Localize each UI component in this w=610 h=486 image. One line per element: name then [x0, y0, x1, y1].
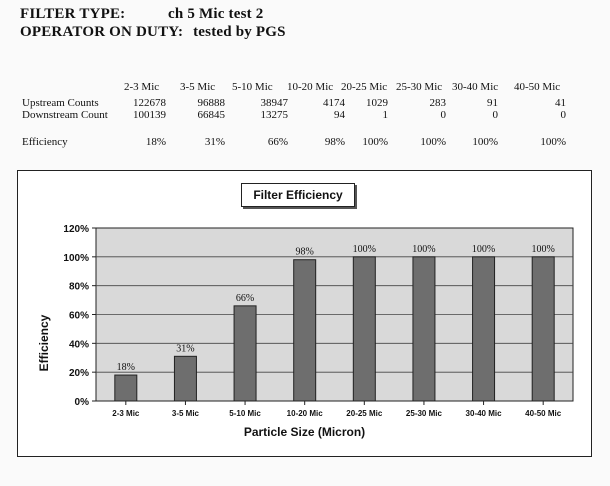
y-tick-label: 20% [69, 368, 89, 379]
table-cell: 0 [492, 109, 499, 121]
table-cell: 0 [560, 109, 567, 121]
column-header: 25-30 Mic [396, 81, 443, 93]
y-tick-label: 80% [69, 282, 89, 293]
data-label: 100% [532, 244, 555, 255]
table-cell: 38947 [260, 97, 289, 109]
chart-frame: 0% 20% 40% 60% 80% 100% 120% 18% 2-3 Mic 31% 3-5 M… [17, 170, 592, 457]
chart-title: Filter Efficiency [241, 183, 355, 207]
column-header: 40-50 Mic [514, 81, 561, 93]
y-tick-label: 100% [63, 253, 89, 264]
x-axis-label: Particle Size (Micron) [243, 425, 366, 439]
bar [412, 256, 436, 402]
y-tick-label: 60% [69, 311, 89, 322]
data-label: 100% [353, 244, 376, 255]
table-cell: 66845 [197, 109, 226, 121]
table-cell: 100% [472, 136, 498, 148]
row-label: Upstream Counts [22, 97, 99, 109]
efficiency-chart: 0% 20% 40% 60% 80% 100% 120% 18% 2-3 Mic 31% 3-5 M… [63, 224, 574, 418]
table-cell: 98% [324, 136, 345, 148]
table-cell: 100% [540, 136, 566, 148]
table-cell: 100139 [133, 109, 166, 121]
bar [114, 374, 138, 402]
table-cell: 122678 [133, 97, 166, 109]
column-header: 5-10 Mic [232, 81, 273, 93]
table-cell: 4174 [323, 97, 345, 109]
count-table: 2-3 Mic 3-5 Mic 5-10 Mic 10-20 Mic 20-25 Mic… [0, 0, 610, 160]
table-cell: 0 [440, 109, 447, 121]
table-cell: 96888 [197, 97, 226, 109]
y-tick-label: 120% [63, 224, 89, 235]
table-cell: 91 [487, 97, 498, 109]
row-label: Downstream Count [22, 109, 108, 121]
data-label: 18% [117, 362, 135, 373]
table-cell: 100% [362, 136, 388, 148]
data-label: 100% [412, 244, 435, 255]
x-tick-label: 5-10 Mic [229, 409, 261, 418]
operator-label: OPERATOR ON DUTY: [20, 24, 184, 40]
column-header: 10-20 Mic [287, 81, 334, 93]
table-cell: 31% [204, 136, 225, 148]
data-label: 66% [236, 293, 254, 304]
bar [531, 256, 555, 402]
table-cell: 94 [334, 109, 345, 121]
bar [233, 305, 257, 402]
table-cell: 100% [420, 136, 446, 148]
filter-type-line: FILTER TYPE: ch 5 Mic test 2 [20, 6, 263, 23]
x-tick-label: 25-30 Mic [406, 409, 443, 418]
x-tick-label: 40-50 Mic [525, 409, 562, 418]
row-label: Efficiency [22, 136, 68, 148]
x-tick-label: 20-25 Mic [346, 409, 383, 418]
y-tick-label: 40% [69, 339, 89, 350]
x-tick-label: 2-3 Mic [112, 409, 140, 418]
table-cell: 13275 [260, 109, 289, 121]
operator-value: tested by PGS [193, 24, 286, 40]
table-cell: 1029 [366, 97, 388, 109]
operator-line: OPERATOR ON DUTY: tested by PGS [20, 24, 286, 41]
bar [293, 259, 317, 402]
table-cell: 283 [429, 97, 447, 109]
x-tick-label: 30-40 Mic [466, 409, 503, 418]
bar [173, 355, 197, 402]
x-tick-label: 10-20 Mic [287, 409, 324, 418]
column-header: 30-40 Mic [452, 81, 499, 93]
y-tick-label: 0% [75, 397, 90, 408]
filter-type-label: FILTER TYPE: [20, 6, 126, 22]
data-label: 31% [176, 343, 194, 354]
table-cell: 41 [555, 97, 566, 109]
column-header: 3-5 Mic [180, 81, 216, 93]
data-label: 98% [296, 247, 314, 258]
data-label: 100% [472, 244, 495, 255]
filter-type-value: ch 5 Mic test 2 [168, 6, 264, 22]
table-cell: 1 [382, 109, 389, 121]
table-cell: 18% [145, 136, 166, 148]
y-axis-label: Efficiency [37, 314, 51, 372]
bar [472, 256, 496, 402]
table-cell: 66% [267, 136, 288, 148]
column-header: 20-25 Mic [341, 81, 388, 93]
column-header: 2-3 Mic [124, 81, 160, 93]
x-tick-label: 3-5 Mic [172, 409, 200, 418]
bar [352, 256, 376, 402]
